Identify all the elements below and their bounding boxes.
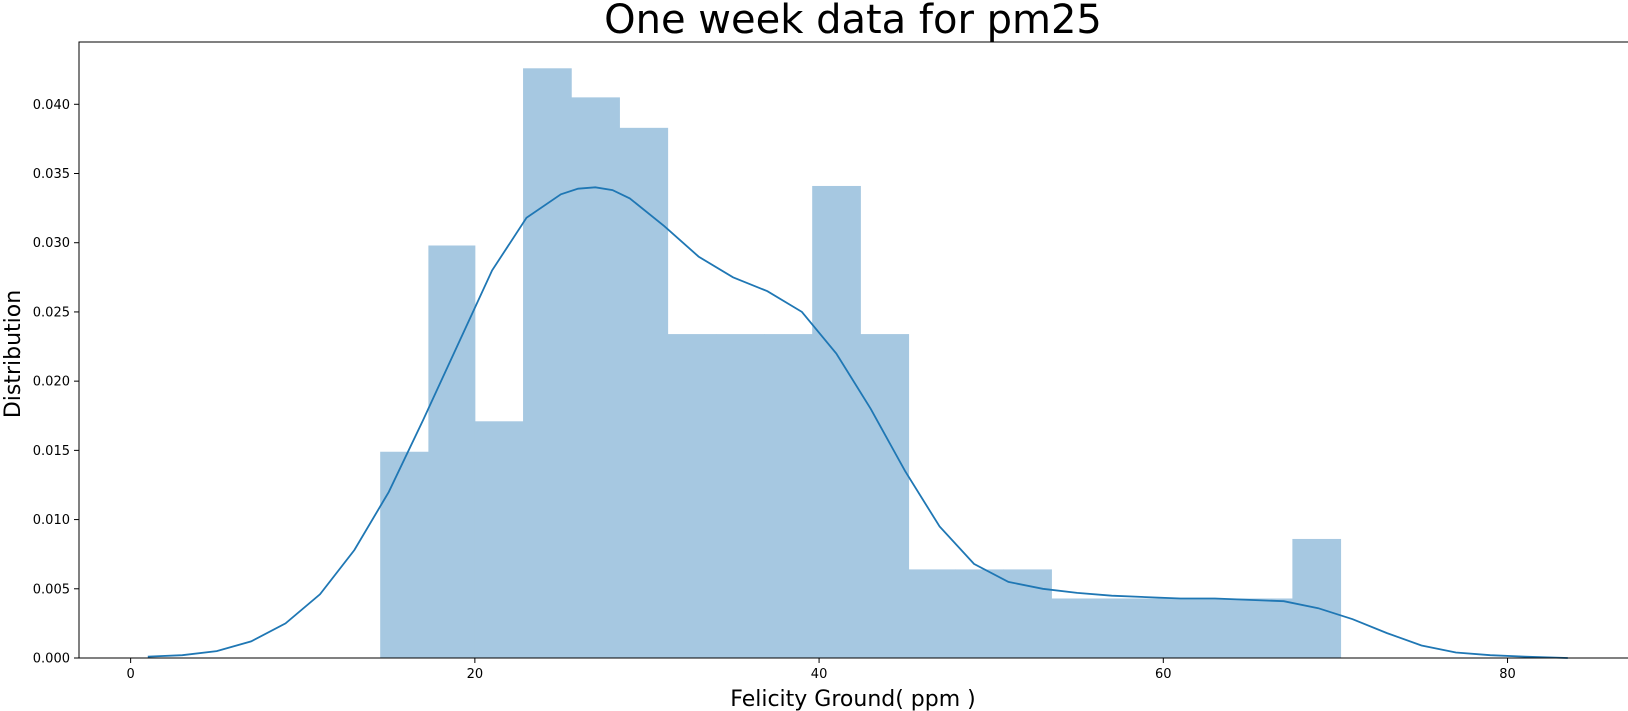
histogram-bar (571, 97, 620, 658)
histogram-bar (380, 451, 429, 658)
y-tick-label: 0.005 (33, 582, 70, 597)
histogram-bar (1292, 538, 1342, 658)
histogram-bar (1196, 598, 1245, 658)
x-axis-title: Felicity Ground( ppm ) (730, 687, 976, 711)
y-tick-label: 0.015 (33, 444, 70, 459)
y-tick-label: 0.035 (33, 167, 70, 182)
x-tick-label: 40 (811, 667, 828, 682)
chart-title: One week data for pm25 (604, 0, 1102, 43)
y-tick-label: 0.010 (33, 513, 70, 528)
y-tick-label: 0.020 (33, 375, 70, 390)
histogram-bars (380, 68, 1342, 659)
axes-frame (78, 41, 1628, 659)
x-tick-label: 20 (467, 667, 484, 682)
y-tick-label: 0.030 (33, 236, 70, 251)
x-tick-label: 60 (1155, 667, 1172, 682)
histogram-bar (955, 569, 1004, 658)
y-tick-label: 0.000 (33, 652, 70, 667)
histogram-bar (1051, 598, 1101, 658)
x-tick-label: 0 (126, 667, 134, 682)
histogram-bar (619, 127, 669, 659)
y-tick-label: 0.025 (33, 305, 70, 320)
histogram-bar (715, 334, 765, 658)
y-axis-ticks: 0.000 0.005 0.010 0.015 0.020 0.025 0.030 0.035… (33, 98, 79, 667)
histogram-bar (908, 569, 956, 658)
histogram-bar (1147, 598, 1197, 658)
histogram-bar (1244, 598, 1293, 658)
x-axis-ticks: 0 20 40 60 80 (126, 658, 1516, 682)
x-tick-label: 80 (1499, 667, 1516, 682)
histogram-bar (474, 421, 524, 658)
histogram-bar (1099, 598, 1149, 658)
histogram-bar (812, 185, 861, 658)
histogram-bar (667, 334, 717, 658)
histogram-bar (1003, 569, 1052, 658)
histogram-bar (860, 334, 910, 658)
kde-line (147, 186, 1568, 659)
y-tick-label: 0.040 (33, 98, 70, 113)
histogram-bar (523, 68, 572, 658)
histogram-bar (428, 245, 476, 658)
y-axis-title: Distribution (1, 290, 26, 418)
histogram-bar (764, 334, 813, 658)
